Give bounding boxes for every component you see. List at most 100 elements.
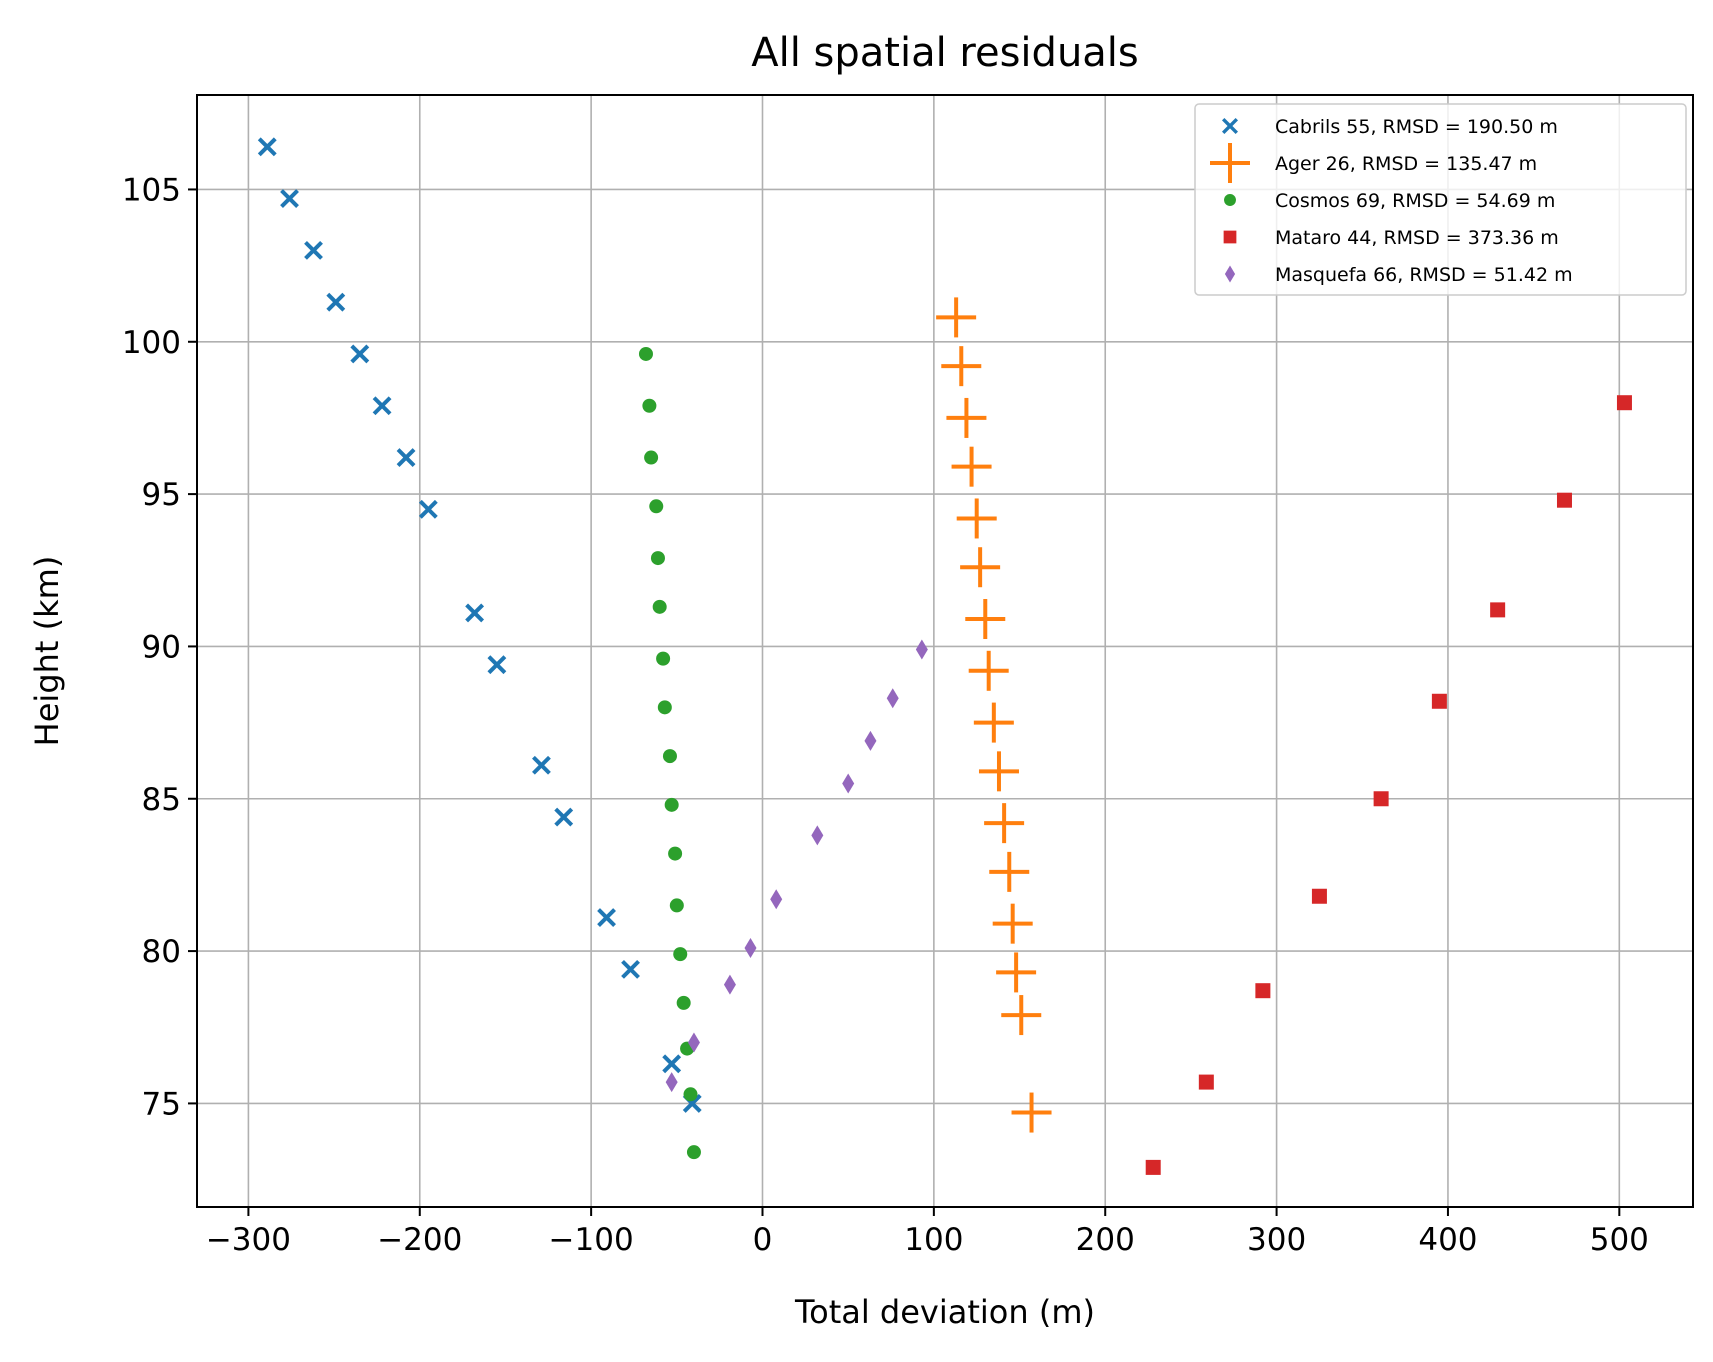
x-marker-stroke xyxy=(554,807,574,827)
data-point xyxy=(669,898,684,913)
data-point xyxy=(649,499,664,514)
data-point xyxy=(683,1087,698,1102)
x-marker-stroke xyxy=(621,959,640,979)
x-marker-stroke xyxy=(304,240,323,260)
series-5 xyxy=(665,639,928,1093)
x-marker-stroke xyxy=(532,755,551,775)
data-point xyxy=(864,730,877,751)
x-marker-stroke xyxy=(597,908,616,927)
data-point xyxy=(1490,602,1506,618)
legend-label: Masquefa 66, RMSD = 51.42 m xyxy=(1275,264,1573,286)
x-marker-stroke xyxy=(396,448,416,467)
data-point xyxy=(676,995,691,1010)
data-point xyxy=(665,1072,678,1093)
data-point xyxy=(554,807,574,827)
data-point xyxy=(842,773,855,794)
y-axis-label: Height (km) xyxy=(28,556,66,747)
series-2 xyxy=(936,297,1052,1133)
series-4 xyxy=(1145,395,1632,1175)
data-point xyxy=(326,292,346,312)
data-point xyxy=(644,450,659,465)
x-marker-stroke xyxy=(662,1054,682,1074)
data-point xyxy=(941,346,982,387)
legend-label: Cosmos 69, RMSD = 54.69 m xyxy=(1275,190,1555,212)
data-point xyxy=(978,751,1019,792)
data-point xyxy=(687,1032,700,1053)
data-point xyxy=(1311,888,1327,904)
legend-marker xyxy=(1224,194,1236,206)
x-marker-stroke xyxy=(372,396,392,416)
data-point xyxy=(662,1054,682,1074)
y-tick-label: 85 xyxy=(142,782,181,818)
legend-frame xyxy=(1194,103,1687,296)
data-point xyxy=(811,825,824,846)
legend-marker xyxy=(1221,117,1239,135)
data-point xyxy=(280,189,299,208)
data-point xyxy=(886,688,899,709)
legend-marker xyxy=(1223,230,1237,244)
y-tick-label: 100 xyxy=(122,325,181,361)
x-marker-stroke xyxy=(418,499,438,519)
x-marker-stroke xyxy=(257,137,277,157)
x-tick-label: 500 xyxy=(1590,1222,1649,1258)
data-point xyxy=(650,551,665,566)
legend-marker xyxy=(1210,143,1250,183)
data-point xyxy=(744,938,757,959)
data-point xyxy=(673,947,688,962)
x-tick-label: 200 xyxy=(1076,1222,1135,1258)
data-point xyxy=(465,603,485,623)
data-point xyxy=(984,803,1025,844)
data-point xyxy=(257,137,277,157)
data-point xyxy=(951,446,992,487)
legend-label: Ager 26, RMSD = 135.47 m xyxy=(1275,153,1537,175)
data-point xyxy=(662,749,677,764)
data-point xyxy=(1616,395,1632,411)
x-marker-stroke xyxy=(1221,117,1239,135)
x-marker-stroke xyxy=(487,655,507,675)
data-markers xyxy=(257,137,1632,1175)
x-marker-stroke xyxy=(465,603,485,623)
x-tick-label: 300 xyxy=(1247,1222,1306,1258)
x-tick-label: −100 xyxy=(549,1222,634,1258)
series-3 xyxy=(638,346,701,1160)
data-point xyxy=(1556,492,1572,508)
data-point xyxy=(304,240,323,260)
data-point xyxy=(532,755,551,775)
data-point xyxy=(657,700,672,715)
data-point xyxy=(1198,1074,1214,1090)
legend-label: Cabrils 55, RMSD = 190.50 m xyxy=(1275,116,1558,138)
y-tick-label: 95 xyxy=(142,477,181,513)
data-point xyxy=(989,851,1030,892)
data-point xyxy=(1001,995,1042,1036)
data-point xyxy=(487,655,507,675)
legend-label: Mataro 44, RMSD = 373.36 m xyxy=(1275,227,1559,249)
data-point xyxy=(1011,1092,1052,1133)
x-tick-label: −200 xyxy=(377,1222,462,1258)
data-point xyxy=(652,599,667,614)
x-tick-label: 400 xyxy=(1418,1222,1477,1258)
data-point xyxy=(621,959,640,979)
data-point xyxy=(960,547,1001,588)
data-point xyxy=(956,498,997,539)
data-point xyxy=(1255,983,1271,999)
data-point xyxy=(656,651,671,666)
data-point xyxy=(396,448,416,467)
x-tick-label: −300 xyxy=(206,1222,291,1258)
data-point xyxy=(418,499,438,519)
y-tick-label: 90 xyxy=(142,629,181,665)
data-point xyxy=(1145,1159,1161,1175)
data-point xyxy=(992,903,1033,944)
data-point xyxy=(973,702,1014,743)
data-point xyxy=(638,346,653,361)
y-tick-label: 80 xyxy=(142,934,181,970)
data-point xyxy=(350,344,370,364)
data-point xyxy=(968,650,1009,691)
data-point xyxy=(597,908,616,927)
x-marker-stroke xyxy=(350,344,370,364)
x-marker-stroke xyxy=(280,189,299,208)
x-marker-stroke xyxy=(682,1094,702,1113)
data-point xyxy=(372,396,392,416)
y-tick-label: 75 xyxy=(142,1086,181,1122)
legend: Cabrils 55, RMSD = 190.50 m Ager 26, RMSD… xyxy=(1194,103,1687,296)
